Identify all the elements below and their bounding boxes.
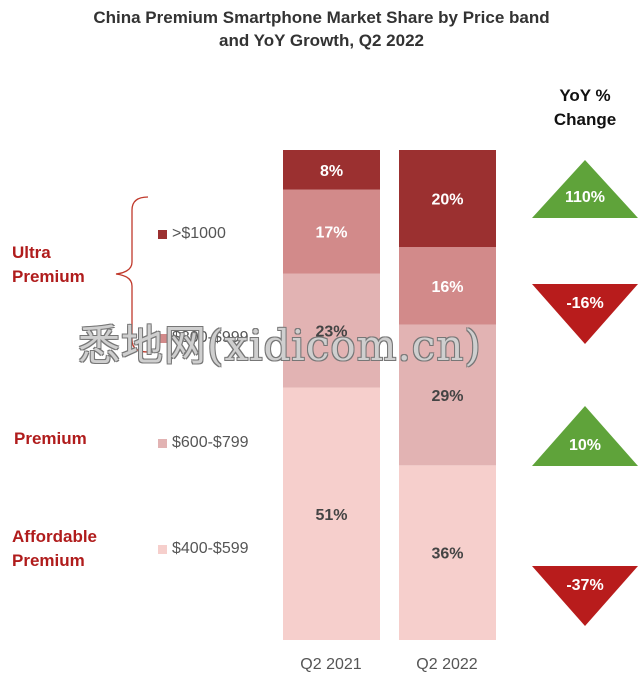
data-label-q2-2021-600-799: 23% bbox=[315, 324, 347, 341]
yoy-label-800-999: -16% bbox=[566, 295, 603, 312]
chart-title: China Premium Smartphone Market Share by… bbox=[0, 6, 643, 52]
yoy-label-over-1000: 110% bbox=[565, 189, 605, 206]
legend-item-400-599: $400-$599 bbox=[158, 538, 249, 560]
chart-title-line-1: China Premium Smartphone Market Share by… bbox=[93, 8, 550, 27]
bar-segment-q2-2021-400-599 bbox=[283, 387, 380, 640]
yoy-header: YoY % Change bbox=[540, 84, 630, 132]
chart-title-line-2: and YoY Growth, Q2 2022 bbox=[218, 31, 424, 50]
legend-label-800-999: $800-$999 bbox=[172, 329, 249, 346]
yoy-label-400-599: -37% bbox=[566, 577, 603, 594]
group-label-ultra-premium: Ultra Premium bbox=[12, 241, 85, 289]
data-label-q2-2022-600-799: 29% bbox=[431, 388, 463, 405]
data-label-q2-2021-800-999: 17% bbox=[315, 225, 347, 242]
group-label-premium: Premium bbox=[14, 429, 87, 448]
data-label-q2-2022-800-999: 16% bbox=[431, 279, 463, 296]
yoy-triangle-400-599 bbox=[532, 566, 638, 626]
data-label-q2-2022-over-1000: 20% bbox=[431, 192, 463, 209]
bar-segment-q2-2021-600-799 bbox=[283, 273, 380, 388]
legend-item-over-1000: >$1000 bbox=[158, 223, 226, 245]
legend-swatch-400-599 bbox=[158, 544, 167, 554]
yoy-header-line-1: YoY % bbox=[559, 86, 611, 105]
bar-segment-q2-2022-400-599 bbox=[399, 465, 496, 640]
x-tick-label-q2-2022: Q2 2022 bbox=[416, 656, 478, 673]
group-label-ultra-line-2: Premium bbox=[12, 267, 85, 286]
bar-segment-q2-2022-800-999 bbox=[399, 247, 496, 325]
watermark: 悉地网(xidicom.cn) bbox=[78, 321, 482, 370]
group-label-affordable-premium: Affordable Premium bbox=[12, 525, 97, 573]
legend-swatch-600-799 bbox=[158, 438, 167, 448]
group-label-affordable-line-1: Affordable bbox=[12, 527, 97, 546]
bar-segment-q2-2022-over-1000 bbox=[399, 150, 496, 248]
legend-swatch-800-999 bbox=[158, 333, 167, 343]
group-label-ultra-line-1: Ultra bbox=[12, 243, 51, 262]
yoy-triangle-over-1000 bbox=[532, 160, 638, 218]
x-tick-label-q2-2021: Q2 2021 bbox=[300, 656, 362, 673]
legend-item-600-799: $600-$799 bbox=[158, 432, 249, 454]
data-label-q2-2021-400-599: 51% bbox=[315, 507, 347, 524]
data-label-q2-2022-400-599: 36% bbox=[431, 546, 463, 563]
bar-segment-q2-2022-600-799 bbox=[399, 324, 496, 466]
legend-label-400-599: $400-$599 bbox=[172, 540, 249, 557]
bar-segment-q2-2021-800-999 bbox=[283, 189, 380, 274]
data-label-q2-2021-over-1000: 8% bbox=[320, 163, 343, 180]
group-label-affordable-line-2: Premium bbox=[12, 551, 85, 570]
bar-segment-q2-2021-over-1000 bbox=[283, 150, 380, 190]
yoy-label-600-799: 10% bbox=[569, 437, 601, 454]
legend-label-over-1000: >$1000 bbox=[172, 225, 226, 242]
yoy-triangle-800-999 bbox=[532, 284, 638, 344]
legend-swatch-over-1000 bbox=[158, 229, 167, 239]
yoy-triangle-600-799 bbox=[532, 406, 638, 466]
yoy-header-line-2: Change bbox=[553, 110, 617, 129]
legend-item-800-999: $800-$999 bbox=[158, 327, 249, 349]
legend-label-600-799: $600-$799 bbox=[172, 434, 249, 451]
